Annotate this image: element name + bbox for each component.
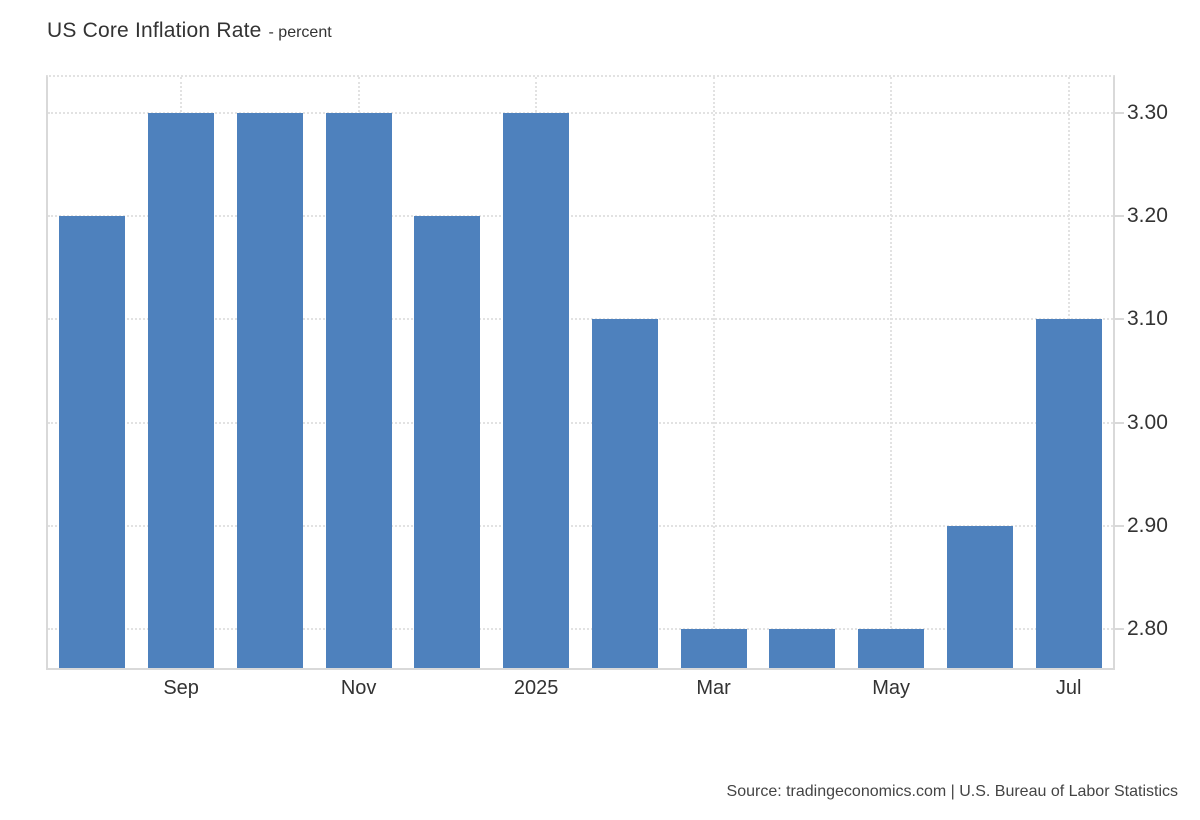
y-gridline xyxy=(48,627,1113,630)
y-axis-tick xyxy=(1115,318,1124,321)
bar-may-2025[interactable] xyxy=(858,628,925,668)
y-axis-tick xyxy=(1115,627,1124,630)
y-axis-tick xyxy=(1115,524,1124,527)
plot-area xyxy=(46,75,1124,670)
x-axis-label: Mar xyxy=(696,677,731,699)
chart-title: US Core Inflation Rate xyxy=(47,19,262,42)
x-axis-label: Jul xyxy=(1055,677,1082,699)
y-axis-label: 3.10 xyxy=(1127,307,1168,331)
y-axis-label: 2.90 xyxy=(1127,513,1168,537)
y-axis-tick xyxy=(1115,112,1124,115)
x-axis-label: May xyxy=(872,677,911,699)
x-gridline xyxy=(890,77,893,668)
bar-nov-2024[interactable] xyxy=(325,113,392,668)
bar-sep-2024[interactable] xyxy=(148,113,215,668)
chart-subtitle: - percent xyxy=(268,24,332,41)
bar-jun-2025[interactable] xyxy=(946,525,1013,668)
source-attribution: Source: tradingeconomics.com | U.S. Bure… xyxy=(726,783,1178,800)
bar-feb-2025[interactable] xyxy=(591,319,658,668)
y-axis-label: 3.30 xyxy=(1127,101,1168,125)
y-axis-label: 2.80 xyxy=(1127,616,1168,640)
y-gridline xyxy=(48,318,1113,321)
bar-jul-2025[interactable] xyxy=(1035,319,1102,668)
x-axis-label: 2025 xyxy=(513,677,559,699)
y-axis-tick xyxy=(1115,215,1124,218)
y-axis-tick xyxy=(1115,421,1124,424)
bar-mar-2025[interactable] xyxy=(680,628,747,668)
y-axis-label: 3.00 xyxy=(1127,410,1168,434)
x-gridline xyxy=(712,77,715,668)
y-axis-label: 3.20 xyxy=(1127,204,1168,228)
y-gridline xyxy=(48,421,1113,424)
y-gridline xyxy=(48,112,1113,115)
bar-dec-2024[interactable] xyxy=(414,216,481,668)
y-gridline xyxy=(48,524,1113,527)
bar-apr-2025[interactable] xyxy=(769,628,836,668)
x-axis-label: Nov xyxy=(340,677,377,699)
x-axis-label: Sep xyxy=(163,677,199,699)
bar-oct-2024[interactable] xyxy=(236,113,303,668)
bar-aug-2024[interactable] xyxy=(59,216,126,668)
y-gridline xyxy=(48,215,1113,218)
chart-header: US Core Inflation Rate - percent xyxy=(47,19,332,43)
bar-jan-2025[interactable] xyxy=(503,113,570,668)
